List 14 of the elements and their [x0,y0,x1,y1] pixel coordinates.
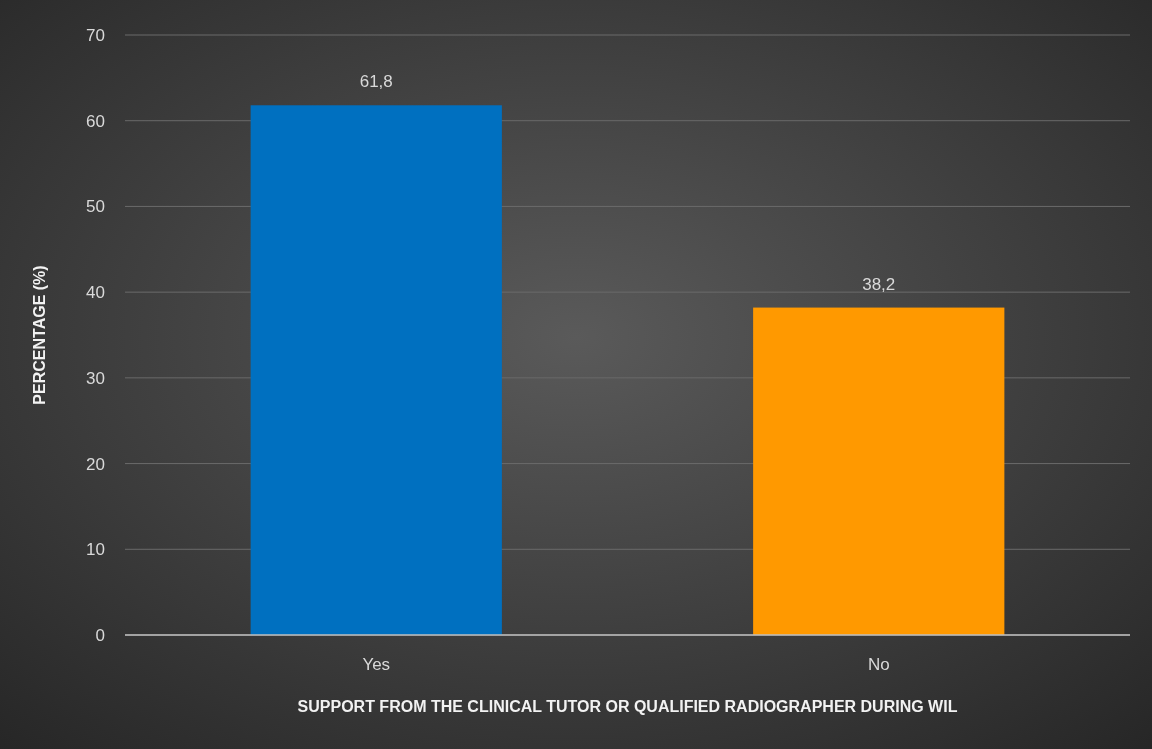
y-tick-label: 20 [86,454,105,474]
y-tick-label: 0 [95,625,105,645]
y-tick-label: 40 [86,283,105,303]
data-label: 38,2 [862,274,896,294]
y-tick-label: 10 [86,540,105,560]
data-label: 61,8 [359,72,393,92]
x-tick-label: No [867,655,890,674]
y-tick-label: 50 [86,197,105,217]
y-tick-label: 60 [86,111,105,131]
y-axis-title: PERCENTAGE (%) [31,265,48,405]
y-tick-label: 30 [86,368,105,388]
x-tick-label: Yes [362,655,391,674]
x-axis-title: SUPPORT FROM THE CLINICAL TUTOR OR QUALIFIED RADIOGRAPHER DURING WIL [297,698,958,715]
y-tick-label: 70 [86,25,105,45]
